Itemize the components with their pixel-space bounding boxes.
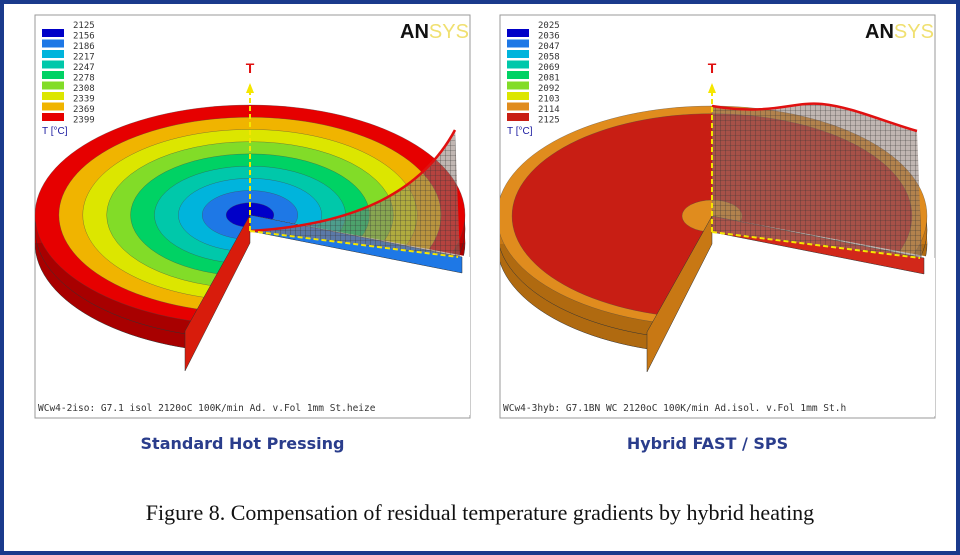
legend-swatch	[507, 71, 529, 79]
cut-away	[647, 216, 935, 416]
logo: ANSYS	[400, 21, 469, 43]
legend-label: 2217	[73, 53, 95, 63]
cut-face	[646, 215, 713, 373]
legend-label: 2369	[73, 105, 95, 115]
legend-label: 2025	[538, 21, 560, 31]
legend-swatch	[42, 92, 64, 100]
cut-face	[184, 214, 251, 372]
legend-swatch	[42, 81, 64, 90]
legend-swatch	[507, 92, 529, 100]
axis-r	[711, 231, 921, 259]
legend-label: 2339	[73, 95, 95, 105]
profile-curve	[711, 102, 918, 133]
legend-swatch	[42, 50, 64, 58]
legend-label: 2399	[73, 116, 95, 126]
profile-curve	[249, 129, 457, 233]
legend-label: 2156	[73, 32, 95, 42]
legend-label: 2125	[73, 21, 95, 31]
legend-swatch	[507, 39, 529, 48]
logo-an: AN	[865, 21, 894, 43]
profile-surface	[712, 103, 922, 258]
panel-footer: WCw4-2iso: G7.1 isol 2120oC 100K/min Ad.…	[38, 403, 376, 414]
legend-label: 2103	[538, 95, 560, 105]
figure-caption: Figure 8. Compensation of residual tempe…	[146, 500, 814, 525]
legend-swatch	[507, 60, 529, 69]
legend-swatch	[507, 50, 529, 58]
panel-footer: WCw4-3hyb: G7.1BN WC 2120oC 100K/min Ad.…	[503, 403, 846, 414]
legend-swatch	[42, 39, 64, 48]
legend-label: 2247	[73, 63, 95, 73]
legend-unit: T [°C]	[42, 126, 68, 137]
legend-swatch	[507, 81, 529, 90]
legend-label: 2308	[73, 84, 95, 94]
legend-swatch	[42, 60, 64, 69]
legend-label: 2081	[538, 74, 560, 84]
panel-caption: Hybrid FAST / SPS	[627, 434, 788, 453]
axis-arrow	[246, 83, 254, 93]
legend-label: 2036	[538, 32, 560, 42]
legend-label: 2047	[538, 42, 560, 52]
legend-label: 2092	[538, 84, 560, 94]
axis-label: T	[708, 60, 717, 76]
panel-content: T 212521562186221722472278230823392369239…	[35, 21, 470, 415]
legend-label: 2186	[73, 42, 95, 52]
legend-swatch	[42, 71, 64, 79]
panel-content: T 202520362047205820692081209221032114212…	[500, 21, 935, 416]
legend-swatch	[42, 113, 64, 121]
logo-sys: SYS	[894, 21, 934, 43]
legend-unit: T [°C]	[507, 126, 533, 137]
logo-sys: SYS	[429, 21, 469, 43]
axis-label: T	[246, 60, 255, 76]
legend-swatch	[507, 102, 529, 111]
legend-swatch	[507, 29, 529, 37]
logo: ANSYS	[865, 21, 934, 43]
legend-label: 2278	[73, 74, 95, 84]
legend-label: 2125	[538, 116, 560, 126]
legend-swatch	[42, 102, 64, 111]
legend-swatch	[42, 29, 64, 37]
legend-swatch	[507, 113, 529, 121]
panel-caption: Standard Hot Pressing	[141, 434, 345, 453]
axis-arrow	[708, 83, 716, 93]
legend-label: 2114	[538, 105, 560, 115]
cut-away	[185, 215, 470, 415]
axis-r	[249, 230, 459, 258]
legend-label: 2058	[538, 53, 560, 63]
legend-label: 2069	[538, 63, 560, 73]
logo-an: AN	[400, 21, 429, 43]
